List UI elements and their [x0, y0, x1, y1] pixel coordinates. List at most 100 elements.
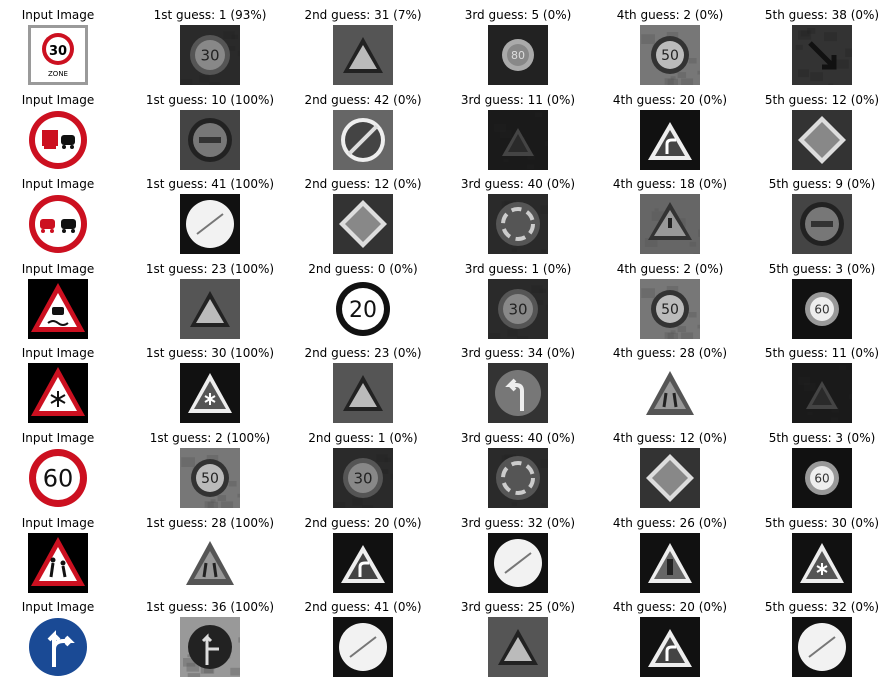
- guess-cell: 5th guess: 3 (0%) 60: [749, 258, 886, 342]
- guess-title: 3rd guess: 40 (0%): [460, 431, 576, 445]
- guess-cell: 3rd guess: 11 (0%): [445, 89, 591, 173]
- guess-sign-image: [180, 617, 240, 678]
- svg-text:30: 30: [200, 46, 219, 64]
- guess-sign-image: [792, 617, 852, 678]
- guess-title: 2nd guess: 20 (0%): [304, 515, 422, 530]
- input-image-title: Input Image: [21, 8, 95, 22]
- guess-sign-image: 50: [640, 278, 700, 339]
- guess-title: 3rd guess: 34 (0%): [460, 346, 576, 361]
- guess-cell: 1st guess: 23 (100%): [137, 258, 283, 342]
- guess-cell: 5th guess: 30 (0%): [749, 512, 886, 596]
- guess-sign-image: 50: [640, 25, 700, 85]
- guess-cell: 2nd guess: 20 (0%): [290, 512, 436, 596]
- svg-text:30: 30: [49, 44, 67, 59]
- guess-cell: 5th guess: 32 (0%): [749, 596, 886, 680]
- guess-title: 4th guess: 20 (0%): [612, 92, 728, 107]
- guess-sign-image: [333, 532, 393, 593]
- guess-title: 1st guess: 41 (100%): [145, 177, 275, 192]
- guess-cell: 3rd guess: 34 (0%): [445, 342, 591, 426]
- guess-sign-image: 30: [333, 448, 393, 508]
- input-image-title: Input Image: [21, 261, 95, 276]
- svg-text:30: 30: [353, 469, 372, 487]
- input-sign-image: [28, 532, 88, 593]
- input-sign-image: 60: [28, 448, 88, 508]
- guess-sign-image: [333, 363, 393, 424]
- guess-title: 3rd guess: 5 (0%): [464, 8, 572, 22]
- svg-text:50: 50: [661, 302, 679, 318]
- guess-cell: 2nd guess: 42 (0%): [290, 89, 436, 173]
- guess-sign-image: 60: [792, 278, 852, 339]
- svg-text:30: 30: [508, 300, 527, 318]
- guess-cell: 2nd guess: 31 (7%): [290, 4, 436, 88]
- guess-sign-image: [640, 617, 700, 678]
- guess-cell: 5th guess: 3 (0%) 60: [749, 427, 886, 511]
- input-image-title: Input Image: [21, 600, 95, 615]
- guess-title: 3rd guess: 1 (0%): [464, 261, 572, 276]
- input-image-cell: Input Image: [0, 258, 131, 342]
- guess-cell: 2nd guess: 12 (0%): [290, 173, 436, 257]
- guess-sign-image: [792, 363, 852, 424]
- guess-sign-image: 20: [333, 278, 393, 339]
- guess-cell: 4th guess: 18 (0%): [597, 173, 743, 257]
- guess-title: 5th guess: 11 (0%): [764, 346, 880, 361]
- guess-cell: 5th guess: 38 (0%): [749, 4, 886, 88]
- guess-cell: 3rd guess: 25 (0%): [445, 596, 591, 680]
- guess-sign-image: [180, 363, 240, 424]
- input-sign-image: [28, 363, 88, 424]
- guess-title: 4th guess: 2 (0%): [616, 261, 724, 276]
- guess-sign-image: [180, 109, 240, 170]
- input-image-cell: Input Image: [0, 342, 131, 426]
- guess-title: 2nd guess: 42 (0%): [304, 92, 422, 107]
- guess-title: 1st guess: 1 (93%): [153, 8, 267, 22]
- guess-cell: 4th guess: 20 (0%): [597, 89, 743, 173]
- guess-cell: 4th guess: 2 (0%) 50: [597, 258, 743, 342]
- guess-sign-image: [333, 617, 393, 678]
- guess-title: 3rd guess: 11 (0%): [460, 92, 576, 107]
- svg-text:60: 60: [814, 302, 829, 316]
- guess-cell: 3rd guess: 1 (0%) 30: [445, 258, 591, 342]
- guess-title: 1st guess: 23 (100%): [145, 261, 275, 276]
- guess-sign-image: [488, 532, 548, 593]
- guess-title: 4th guess: 26 (0%): [612, 515, 728, 530]
- guess-title: 4th guess: 20 (0%): [612, 600, 728, 615]
- guess-title: 1st guess: 28 (100%): [145, 515, 275, 530]
- guess-title: 1st guess: 36 (100%): [145, 600, 275, 615]
- guess-sign-image: [333, 194, 393, 255]
- input-image-title: Input Image: [21, 515, 95, 530]
- guess-sign-image: [640, 363, 700, 424]
- guess-cell: 3rd guess: 40 (0%): [445, 173, 591, 257]
- guess-cell: 4th guess: 12 (0%): [597, 427, 743, 511]
- guess-cell: 3rd guess: 5 (0%) 80: [445, 4, 591, 88]
- guess-sign-image: [180, 532, 240, 593]
- guess-title: 4th guess: 2 (0%): [616, 8, 724, 22]
- svg-text:50: 50: [201, 471, 219, 487]
- input-image-cell: Input Image: [0, 596, 131, 680]
- guess-sign-image: 30: [488, 278, 548, 339]
- guess-cell: 4th guess: 26 (0%): [597, 512, 743, 596]
- guess-cell: 4th guess: 28 (0%): [597, 342, 743, 426]
- guess-cell: 1st guess: 41 (100%): [137, 173, 283, 257]
- guess-sign-image: [333, 25, 393, 85]
- guess-title: 1st guess: 2 (100%): [149, 431, 271, 445]
- guess-sign-image: [640, 109, 700, 170]
- guess-sign-image: [640, 194, 700, 255]
- guess-cell: 1st guess: 30 (100%): [137, 342, 283, 426]
- guess-sign-image: [640, 532, 700, 593]
- svg-text:80: 80: [511, 49, 525, 62]
- guess-cell: 2nd guess: 23 (0%): [290, 342, 436, 426]
- input-sign-image: [28, 617, 88, 678]
- guess-title: 4th guess: 28 (0%): [612, 346, 728, 361]
- guess-sign-image: [792, 194, 852, 255]
- guess-title: 3rd guess: 40 (0%): [460, 177, 576, 192]
- guess-sign-image: [488, 448, 548, 508]
- guess-sign-image: [792, 109, 852, 170]
- guess-sign-image: [488, 617, 548, 678]
- guess-title: 4th guess: 18 (0%): [612, 177, 728, 192]
- guess-cell: 4th guess: 2 (0%) 50: [597, 4, 743, 88]
- guess-cell: 1st guess: 36 (100%): [137, 596, 283, 680]
- guess-title: 2nd guess: 0 (0%): [308, 261, 418, 276]
- svg-text:60: 60: [814, 471, 829, 485]
- guess-cell: 2nd guess: 0 (0%) 20: [290, 258, 436, 342]
- guess-sign-image: 80: [488, 25, 548, 85]
